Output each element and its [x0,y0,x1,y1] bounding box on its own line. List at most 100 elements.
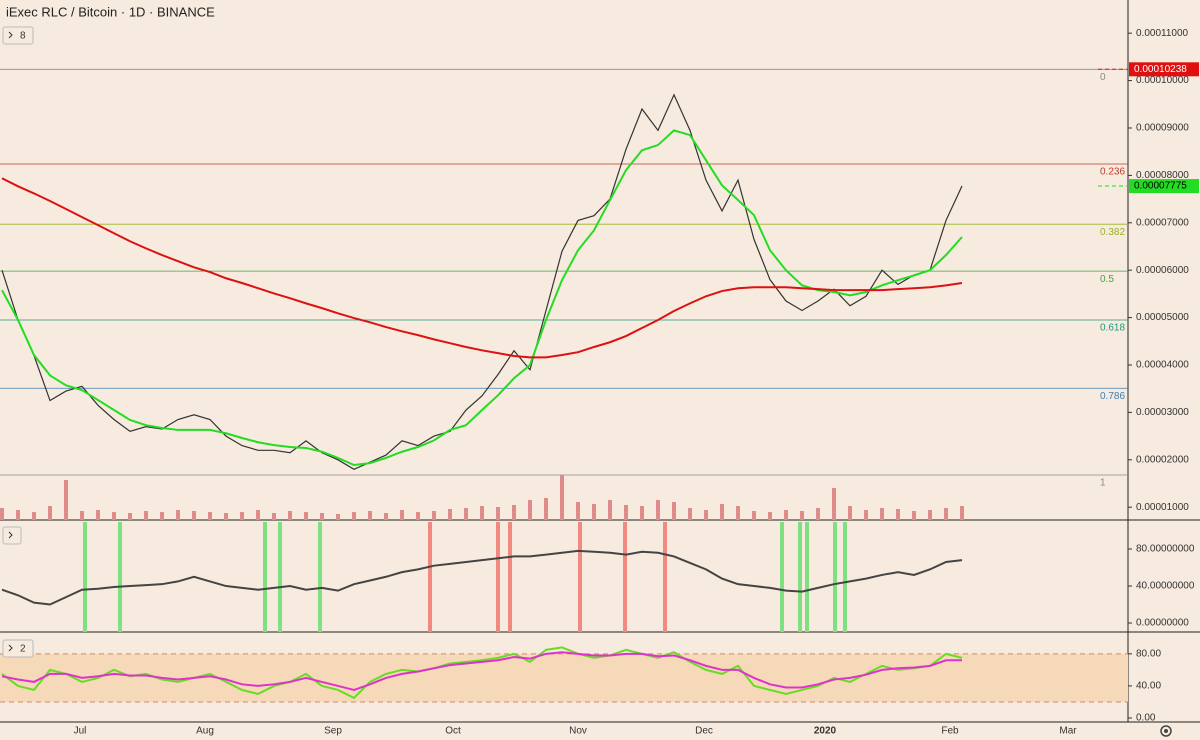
y-tick-label: 40.00000000 [1136,581,1195,592]
volume-bar [320,513,324,520]
volume-bar [64,480,68,520]
volume-bar [176,510,180,520]
x-tick-label: Nov [569,726,587,737]
y-tick-label: 0.00 [1136,713,1156,724]
volume-bar [240,512,244,520]
gear-center [1164,729,1168,733]
volume-bar [48,506,52,520]
volume-bar [640,506,644,520]
signal-bar [663,522,667,632]
volume-bar [464,508,468,520]
chevron-icon [8,644,13,652]
signal-bar [780,522,784,632]
volume-bar [720,504,724,520]
x-tick-label: 2020 [814,726,837,737]
volume-bar [16,510,20,520]
volume-bar [560,475,564,520]
collapse-button[interactable] [2,639,34,658]
volume-bar [480,506,484,520]
y-tick-label: 0.00001000 [1136,502,1189,513]
volume-bar [416,512,420,520]
fib-label: 1 [1100,478,1106,489]
signal-bar [833,522,837,632]
volume-bar [336,514,340,520]
volume-bar [816,508,820,520]
volume-bar [864,510,868,520]
price-label-box [1129,62,1199,77]
volume-bar [256,510,260,520]
volume-bar [800,511,804,520]
chevron-icon [8,531,13,539]
indicator-count: 8 [20,31,26,42]
series-line [1,651,962,691]
y-tick-label: 80.00000000 [1136,544,1195,555]
y-tick-label: 0.00003000 [1136,407,1189,418]
volume-bar [912,511,916,520]
x-tick-label: Jul [74,726,87,737]
volume-bar [544,498,548,520]
volume-bar [944,508,948,520]
y-tick-label: 0.00007000 [1136,217,1189,228]
signal-bar [118,522,122,632]
fib-label: 0.236 [1100,167,1125,178]
signal-bar [508,522,512,632]
volume-bar [432,511,436,520]
volume-bar [128,513,132,520]
signal-bar [496,522,500,632]
volume-bar [144,511,148,520]
x-tick-label: Mar [1059,726,1077,737]
signal-bar [83,522,87,632]
fib-label: 0.5 [1100,274,1114,285]
y-tick-label: 0.00004000 [1136,360,1189,371]
volume-bar [528,500,532,520]
signal-bar [843,522,847,632]
volume-bar [192,511,196,520]
volume-bar [576,502,580,520]
volume-bar [400,510,404,520]
signal-bar [798,522,802,632]
series-line [1,549,963,606]
signal-bar [623,522,627,632]
x-tick-label: Aug [196,726,214,737]
x-tick-label: Dec [695,726,713,737]
volume-bar [272,513,276,520]
signal-bar [578,522,582,632]
volume-bar [384,513,388,520]
volume-bar [304,512,308,520]
volume-bar [0,508,4,520]
y-tick-label: 0.00009000 [1136,123,1189,134]
volume-bar [688,508,692,520]
x-tick-label: Feb [941,726,959,737]
volume-bar [208,512,212,520]
volume-bar [288,511,292,520]
volume-bar [736,506,740,520]
fib-label: 0.618 [1100,323,1125,334]
price-label-box [1129,179,1199,194]
volume-bar [880,508,884,520]
volume-bar [96,510,100,520]
y-tick-label: 80.00 [1136,648,1161,659]
chevron-icon [8,31,13,39]
collapse-button[interactable] [2,26,34,45]
signal-bar [428,522,432,632]
volume-bar [592,504,596,520]
volume-bar [224,513,228,520]
y-tick-label: 40.00 [1136,681,1161,692]
fib-label: 0 [1100,72,1106,83]
chart-title: iExec RLC / Bitcoin · 1D · BINANCE [6,4,215,19]
series-line [1,646,963,700]
signal-bar [318,522,322,632]
series-line [1,177,963,359]
volume-bar [32,512,36,520]
y-tick-label: 0.00010000 [1136,75,1189,86]
volume-bar [848,506,852,520]
price-label: 0.00010238 [1134,64,1187,75]
volume-bar [960,506,964,520]
volume-bar [896,509,900,520]
settings-icon[interactable] [1160,725,1172,737]
y-tick-label: 0.00006000 [1136,265,1189,276]
volume-bar [752,511,756,520]
volume-bar [624,505,628,520]
volume-bar [608,500,612,520]
